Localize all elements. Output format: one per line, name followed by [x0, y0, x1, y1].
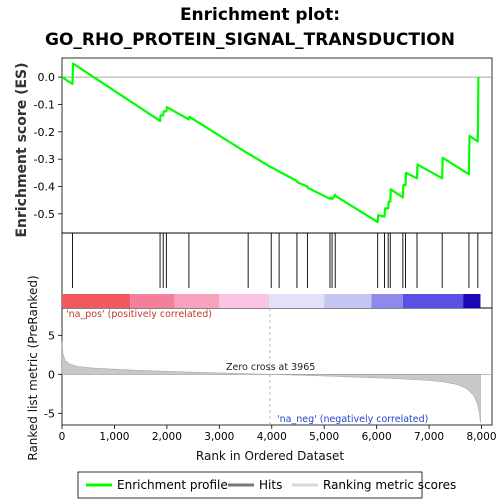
- es-ytick-label: 0.0: [38, 71, 56, 84]
- legend-metric-label: Ranking metric scores: [323, 478, 456, 492]
- x-tick-label: 4,000: [257, 431, 287, 443]
- es-ytick-label: -0.5: [34, 208, 55, 221]
- es-panel: 0.0 -0.1 -0.2 -0.3 -0.4 -0.5: [34, 64, 492, 223]
- es-ytick-label: -0.3: [34, 153, 55, 166]
- enrichment-profile-line: [62, 64, 478, 223]
- es-panel-frame: [62, 58, 492, 233]
- metric-ytick-label: 0: [48, 368, 55, 381]
- heatmap-segment: [130, 294, 175, 308]
- na-pos-label: 'na_pos' (positively correlated): [66, 309, 212, 320]
- legend: Enrichment profile Hits Ranking metric s…: [78, 472, 456, 498]
- hits-panel: [62, 233, 480, 308]
- metric-ytick-label: 5: [48, 329, 55, 342]
- x-tick-label: 8,000: [466, 431, 496, 443]
- heatmap-segment: [371, 294, 402, 308]
- heatmap-segment: [324, 294, 371, 308]
- es-ytick-label: -0.2: [34, 126, 55, 139]
- x-tick-label: 0: [59, 431, 66, 443]
- heatmap-segment: [269, 294, 324, 308]
- x-tick-label: 1,000: [99, 431, 129, 443]
- heatmap-segment: [403, 294, 463, 308]
- x-axis-label: Rank in Ordered Dataset: [196, 449, 344, 463]
- zero-cross-label: Zero cross at 3965: [226, 362, 315, 373]
- heatmap-segment: [219, 294, 269, 308]
- heatmap-segment: [463, 294, 480, 308]
- ranking-metric-area: [62, 342, 481, 423]
- metric-axis-label: Ranked list metric (PreRanked): [26, 275, 40, 460]
- es-axis-label: Enrichment score (ES): [14, 62, 30, 237]
- x-tick-label: 3,000: [204, 431, 234, 443]
- heatmap-segment: [62, 294, 130, 308]
- chart-title-line2: GO_RHO_PROTEIN_SIGNAL_TRANSDUCTION: [45, 30, 455, 50]
- metric-ytick-label: -5: [44, 407, 55, 420]
- x-tick-label: 6,000: [362, 431, 392, 443]
- x-axis: 0 1,000 2,000 3,000 4,000 5,000 6,000 7,000 8,00…: [59, 425, 497, 443]
- na-neg-label: 'na_neg' (negatively correlated): [277, 414, 428, 425]
- heatmap-segment: [175, 294, 220, 308]
- x-tick-label: 5,000: [309, 431, 339, 443]
- x-tick-label: 7,000: [414, 431, 444, 443]
- es-ytick-label: -0.1: [34, 98, 55, 111]
- x-tick-label: 2,000: [152, 431, 182, 443]
- chart-title-line1: Enrichment plot:: [180, 5, 340, 25]
- legend-hits-label: Hits: [259, 478, 282, 492]
- legend-enrichment-label: Enrichment profile: [117, 478, 228, 492]
- es-ytick-label: -0.4: [34, 181, 55, 194]
